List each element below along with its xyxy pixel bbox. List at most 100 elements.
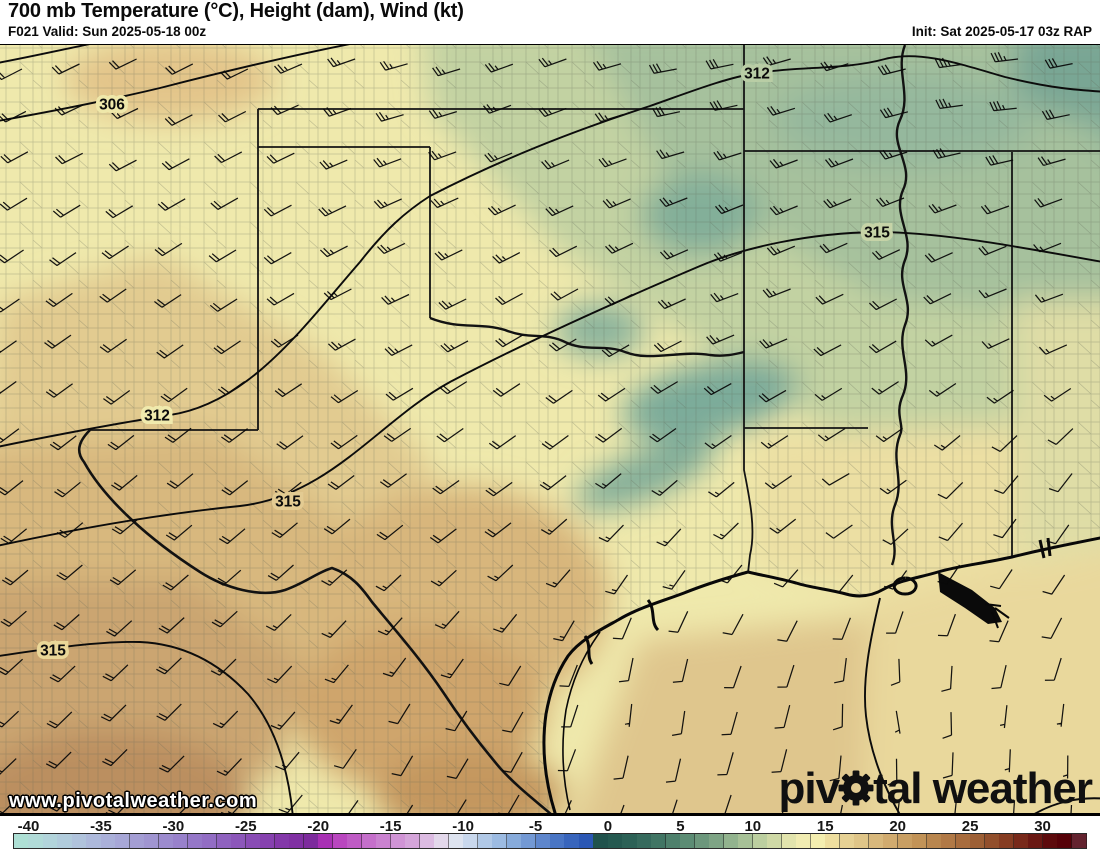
colorbar-cell: [390, 834, 406, 848]
colorbar-cell: [970, 834, 986, 848]
colorbar-cell: [14, 834, 30, 848]
colorbar-cell: [767, 834, 783, 848]
colorbar-cell: [550, 834, 566, 848]
gear-icon: [838, 770, 874, 814]
rivers: [77, 45, 910, 813]
colorbar-tick: 5: [676, 818, 685, 835]
colorbar-cell: [897, 834, 913, 848]
logo-text-tal-weather: tal weather: [873, 764, 1093, 813]
colorbar-cell: [868, 834, 884, 848]
colorbar-cell: [332, 834, 348, 848]
height-contour-label: 312: [744, 66, 770, 83]
colorbar-cell: [738, 834, 754, 848]
colorbar-tick: -15: [379, 818, 402, 835]
colorbar-cell: [1028, 834, 1044, 848]
colorbar-cell: [129, 834, 145, 848]
colorbar-cell: [71, 834, 88, 848]
contour-labels: 306 312 315 312 315 315: [37, 62, 894, 663]
logo-text-piv: piv: [778, 764, 841, 813]
colorbar-cell: [173, 834, 189, 848]
colorbar-cell: [825, 834, 841, 848]
colorbar-cell: [709, 834, 725, 848]
colorbar-cell: [506, 834, 522, 848]
colorbar-tick: 15: [816, 818, 834, 835]
colorbar-cell: [463, 834, 479, 848]
map-bottom-border: [0, 813, 1100, 816]
colorbar-cell: [245, 834, 261, 848]
colorbar-tick: 20: [889, 818, 907, 835]
colorbar-tick: -30: [162, 818, 185, 835]
colorbar-cell: [665, 834, 681, 848]
map-header: 700 mb Temperature (°C), Height (dam), W…: [0, 0, 1100, 45]
colorbar-cell: [274, 834, 290, 848]
colorbar-tick: 10: [744, 818, 762, 835]
colorbar-cell: [651, 834, 667, 848]
height-contour-label: 312: [144, 408, 170, 425]
colorbar-cell: [187, 834, 203, 848]
colorbar-cell: [1071, 834, 1087, 848]
colorbar-cell: [115, 834, 131, 848]
colorbar-cell: [883, 834, 899, 848]
colorbar-cell: [42, 834, 59, 848]
colorbar-cell: [680, 834, 696, 848]
colorbar-cell: [955, 834, 971, 848]
colorbar-tick: -35: [90, 818, 112, 835]
colorbar-cell: [796, 834, 812, 848]
height-contour-label: 306: [99, 97, 125, 114]
colorbar-cell: [419, 834, 435, 848]
colorbar-cell: [448, 834, 464, 848]
colorbar-cell: [376, 834, 392, 848]
height-contour-label: 315: [40, 643, 66, 660]
colorbar-cell: [202, 834, 218, 848]
colorbar-cell: [1042, 834, 1058, 848]
colorbar-cell: [694, 834, 710, 848]
colorbar-cell: [999, 834, 1015, 848]
colorbar-tick: -20: [307, 818, 330, 835]
colorbar-cell: [578, 834, 595, 848]
colorbar-cell: [100, 834, 116, 848]
colorbar-cell: [158, 834, 174, 848]
colorbar-cell: [1057, 834, 1073, 848]
colorbar-tick: -10: [452, 818, 474, 835]
colorbar-cell: [926, 834, 942, 848]
wind-barbs: [0, 52, 1074, 813]
colorbar-cell: [636, 834, 652, 848]
temperature-colorbar: -40 -35 -30 -25 -20 -15 -10 -5 0 5 10 15 20 25 30: [0, 816, 1100, 850]
colorbar-cell: [593, 834, 609, 848]
colorbar-cell: [1013, 834, 1029, 848]
colorbar-cell: [781, 834, 797, 848]
colorbar-cell: [941, 834, 957, 848]
colorbar-cell: [492, 834, 508, 848]
colorbar-cell: [607, 834, 624, 848]
colorbar-cell: [521, 834, 537, 848]
pivotal-weather-logo: piv tal weather: [778, 764, 1093, 814]
height-contour-label: 315: [275, 494, 301, 511]
colorbar-cell: [854, 834, 870, 848]
colorbar-cell: [984, 834, 1000, 848]
init-time-label: Init: Sat 2025-05-17 03z RAP: [911, 24, 1092, 39]
colorbar-cell: [477, 834, 493, 848]
colorbar-cell: [723, 834, 739, 848]
colorbar-cell: [303, 834, 319, 848]
wind-barb-glyphs: [0, 52, 1074, 813]
colorbar-cell: [405, 834, 421, 848]
colorbar-tick: 25: [961, 818, 979, 835]
coastline: [542, 536, 1100, 813]
colorbar-cell: [810, 834, 826, 848]
colorbar-cell: [622, 834, 638, 848]
colorbar-cell: [289, 834, 305, 848]
colorbar-cell: [57, 834, 73, 848]
colorbar-cell: [28, 834, 44, 848]
colorbar-cell: [434, 834, 450, 848]
colorbar-tick: 30: [1034, 818, 1051, 835]
colorbar-cell: [839, 834, 855, 848]
map-top-border: [0, 43, 1100, 46]
colorbar-cell: [347, 834, 363, 848]
colorbar-cell: [318, 834, 334, 848]
colorbar-cells: [13, 833, 1087, 849]
watermark-url: www.pivotalweather.com: [9, 790, 258, 812]
colorbar-cell: [86, 834, 102, 848]
colorbar-cell: [912, 834, 928, 848]
map-canvas: 306 312 315 312 315 315: [0, 45, 1100, 813]
